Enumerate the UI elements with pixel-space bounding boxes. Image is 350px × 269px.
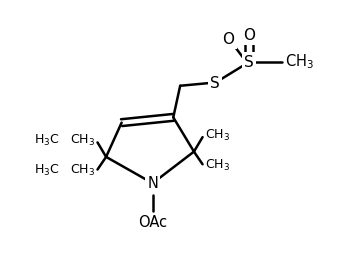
Text: O: O <box>222 32 234 47</box>
Text: CH$_3$: CH$_3$ <box>285 53 314 71</box>
Text: H$_3$C: H$_3$C <box>34 163 60 178</box>
Text: CH$_3$: CH$_3$ <box>205 158 230 173</box>
Text: CH$_3$: CH$_3$ <box>70 133 95 148</box>
Text: H$_3$C: H$_3$C <box>34 133 60 148</box>
Text: CH$_3$: CH$_3$ <box>70 163 95 178</box>
Text: OAc: OAc <box>138 215 167 230</box>
Text: N: N <box>147 176 158 191</box>
Text: S: S <box>210 76 219 91</box>
Text: CH$_3$: CH$_3$ <box>205 128 230 143</box>
Text: S: S <box>244 55 254 70</box>
Text: O: O <box>243 28 255 43</box>
